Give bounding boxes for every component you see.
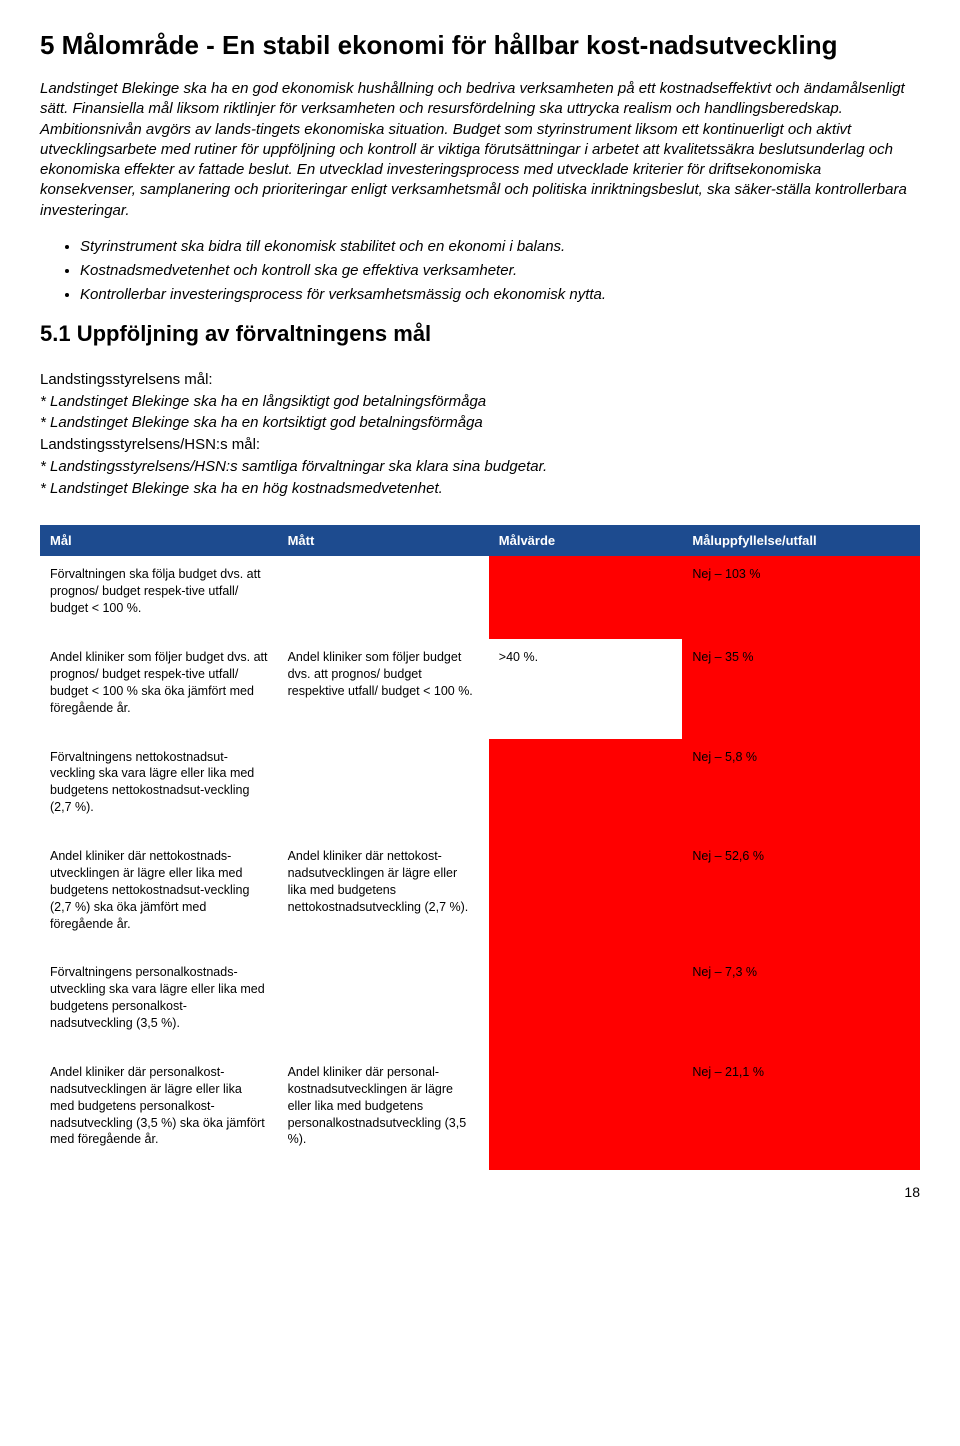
table-row: Andel kliniker som följer budget dvs. at… (40, 639, 920, 739)
page-number: 18 (40, 1184, 920, 1200)
table-row: Förvaltningen ska följa budget dvs. att … (40, 556, 920, 639)
table-cell: Nej – 5,8 % (682, 739, 920, 839)
table-cell: Nej – 21,1 % (682, 1054, 920, 1170)
bullet-item: Styrinstrument ska bidra till ekonomisk … (80, 235, 920, 259)
table-cell: Nej – 52,6 % (682, 838, 920, 954)
table-cell: Andel kliniker som följer budget dvs. at… (278, 639, 489, 739)
table-header: Mått (278, 525, 489, 556)
table-cell (489, 838, 683, 954)
goals-label: Landstingsstyrelsens mål: (40, 369, 920, 391)
table-cell: Andel kliniker som följer budget dvs. at… (40, 639, 278, 739)
table-cell (489, 954, 683, 1054)
table-cell: >40 %. (489, 639, 683, 739)
goals-label: Landstingsstyrelsens/HSN:s mål: (40, 434, 920, 456)
table-row: Andel kliniker där nettokostnads-utveckl… (40, 838, 920, 954)
intro-paragraph: Landstinget Blekinge ska ha en god ekono… (40, 79, 920, 221)
table-cell (278, 954, 489, 1054)
table-row: Förvaltningens personalkostnads-utveckli… (40, 954, 920, 1054)
table-cell: Förvaltningens nettokostnadsut-veckling … (40, 739, 278, 839)
goal-item: * Landstinget Blekinge ska ha en hög kos… (40, 478, 920, 500)
page-heading: 5 Målområde - En stabil ekonomi för håll… (40, 30, 920, 61)
table-cell: Nej – 35 % (682, 639, 920, 739)
table-cell (278, 739, 489, 839)
bullet-item: Kostnadsmedvetenhet och kontroll ska ge … (80, 259, 920, 283)
goal-item: * Landstinget Blekinge ska ha en långsik… (40, 391, 920, 413)
goal-item: * Landstingsstyrelsens/HSN:s samtliga fö… (40, 456, 920, 478)
intro-block: Landstinget Blekinge ska ha en god ekono… (40, 79, 920, 221)
bullet-item: Kontrollerbar investeringsprocess för ve… (80, 283, 920, 307)
table-header: Målvärde (489, 525, 683, 556)
table-header-row: Mål Mått Målvärde Måluppfyllelse/utfall (40, 525, 920, 556)
bullet-list: Styrinstrument ska bidra till ekonomisk … (80, 235, 920, 307)
table-cell: Nej – 7,3 % (682, 954, 920, 1054)
section-subheading: 5.1 Uppföljning av förvaltningens mål (40, 321, 920, 347)
table-cell (489, 739, 683, 839)
table-cell: Andel kliniker där personalkost-nadsutve… (40, 1054, 278, 1170)
table-cell: Förvaltningens personalkostnads-utveckli… (40, 954, 278, 1054)
goals-block: Landstingsstyrelsens mål: * Landstinget … (40, 369, 920, 500)
table-cell (489, 556, 683, 639)
table-row: Andel kliniker där personalkost-nadsutve… (40, 1054, 920, 1170)
table-row: Förvaltningens nettokostnadsut-veckling … (40, 739, 920, 839)
table-cell (278, 556, 489, 639)
table-cell: Andel kliniker där nettokost-nadsutveckl… (278, 838, 489, 954)
table-header: Mål (40, 525, 278, 556)
table-cell: Nej – 103 % (682, 556, 920, 639)
table-header: Måluppfyllelse/utfall (682, 525, 920, 556)
table-cell (489, 1054, 683, 1170)
goals-table: Mål Mått Målvärde Måluppfyllelse/utfall … (40, 525, 920, 1170)
goal-item: * Landstinget Blekinge ska ha en kortsik… (40, 412, 920, 434)
table-cell: Förvaltningen ska följa budget dvs. att … (40, 556, 278, 639)
table-cell: Andel kliniker där nettokostnads-utveckl… (40, 838, 278, 954)
table-cell: Andel kliniker där personal-kostnadsutve… (278, 1054, 489, 1170)
